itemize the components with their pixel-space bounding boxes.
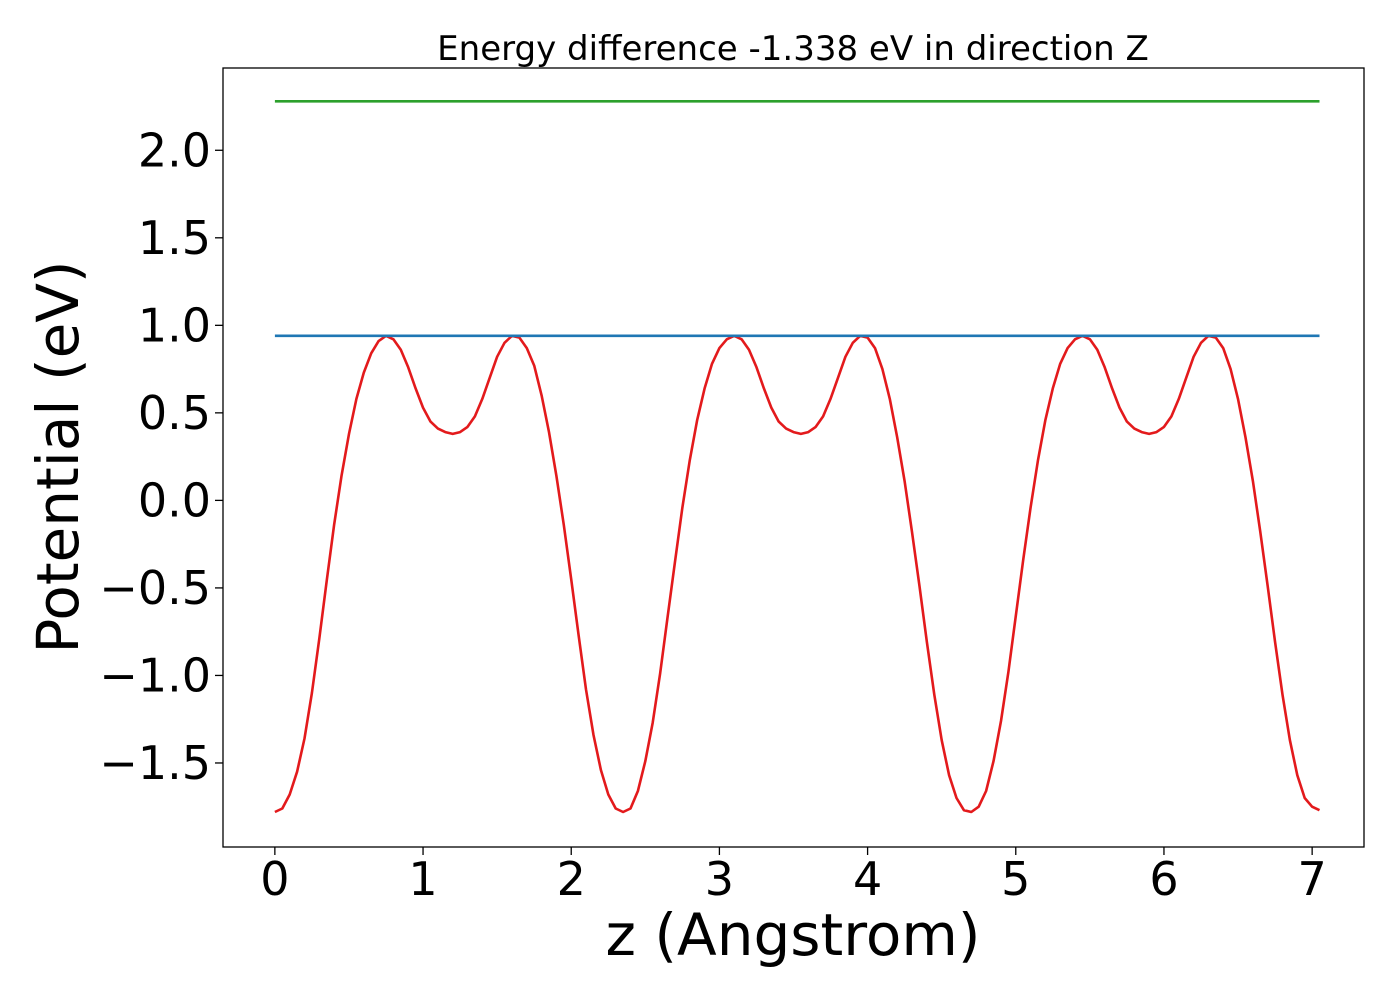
- x-axis-label: z (Angstrom): [606, 901, 981, 969]
- y-tick-label: 0.0: [138, 473, 211, 527]
- x-tick-label: 3: [705, 852, 734, 906]
- chart-title: Energy difference -1.338 eV in direction…: [437, 29, 1149, 69]
- plot-frame: [222, 67, 1365, 848]
- x-tick-label: 2: [557, 852, 586, 906]
- y-tick-label: 1.5: [138, 211, 211, 265]
- y-tick-label: 2.0: [138, 123, 211, 177]
- x-tick-label: 5: [1001, 852, 1030, 906]
- y-tick-label: 1.0: [138, 298, 211, 352]
- x-tick-label: 1: [408, 852, 437, 906]
- series-layer: [274, 100, 1321, 814]
- y-axis-label: Potential (eV): [24, 260, 92, 653]
- series-line-1: [274, 334, 1321, 814]
- x-tick-label: 7: [1297, 852, 1326, 906]
- y-tick-label: 0.5: [138, 386, 211, 440]
- y-tick-label: −0.5: [99, 561, 211, 615]
- y-axis: −1.5 −1.0 −0.5 0.0 0.5 1.0 1.5 2.0: [99, 123, 223, 790]
- x-tick-label: 0: [260, 852, 289, 906]
- x-tick-label: 6: [1149, 852, 1178, 906]
- x-tick-label: 4: [853, 852, 882, 906]
- y-tick-label: −1.0: [99, 648, 211, 702]
- x-axis: 0 1 2 3 4 5 6 7: [260, 847, 1327, 906]
- y-tick-label: −1.5: [99, 736, 211, 790]
